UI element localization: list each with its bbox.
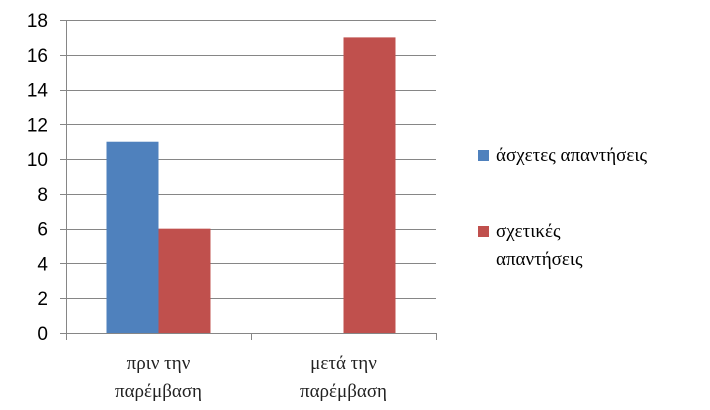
legend-swatch-2 (478, 226, 489, 237)
legend-label-1: άσχετες απαντήσεις (496, 145, 647, 166)
y-tick-label-6: 6 (37, 220, 48, 241)
legend: άσχετες απαντήσεις σχετικές απαντήσεις (478, 145, 647, 270)
y-axis-ticks: 0 2 4 6 8 10 12 14 16 18 (27, 11, 49, 345)
y-tick-label-10: 10 (27, 150, 48, 171)
y-tick-label-4: 4 (37, 254, 48, 275)
bar-series2-cat1 (158, 228, 211, 333)
y-tick-label-16: 16 (27, 46, 48, 67)
axes (60, 20, 437, 340)
y-tick-label-18: 18 (27, 11, 48, 32)
legend-swatch-1 (478, 150, 489, 161)
y-tick-label-0: 0 (37, 324, 48, 345)
legend-label-2: σχετικές απαντήσεις (496, 221, 583, 270)
y-tick-label-8: 8 (37, 185, 48, 206)
x-category-label-1: πριν την παρέμβαση (115, 353, 202, 402)
y-tick-label-12: 12 (27, 115, 48, 136)
y-tick-label-2: 2 (37, 289, 48, 310)
y-tick-label-14: 14 (27, 81, 49, 102)
bar-series2-cat2 (343, 37, 396, 334)
x-axis-categories: πριν την παρέμβαση μετά την παρέμβαση (115, 353, 387, 402)
bars (106, 37, 396, 334)
x-category-label-2: μετά την παρέμβαση (300, 353, 387, 402)
bar-series1-cat1 (106, 141, 159, 333)
